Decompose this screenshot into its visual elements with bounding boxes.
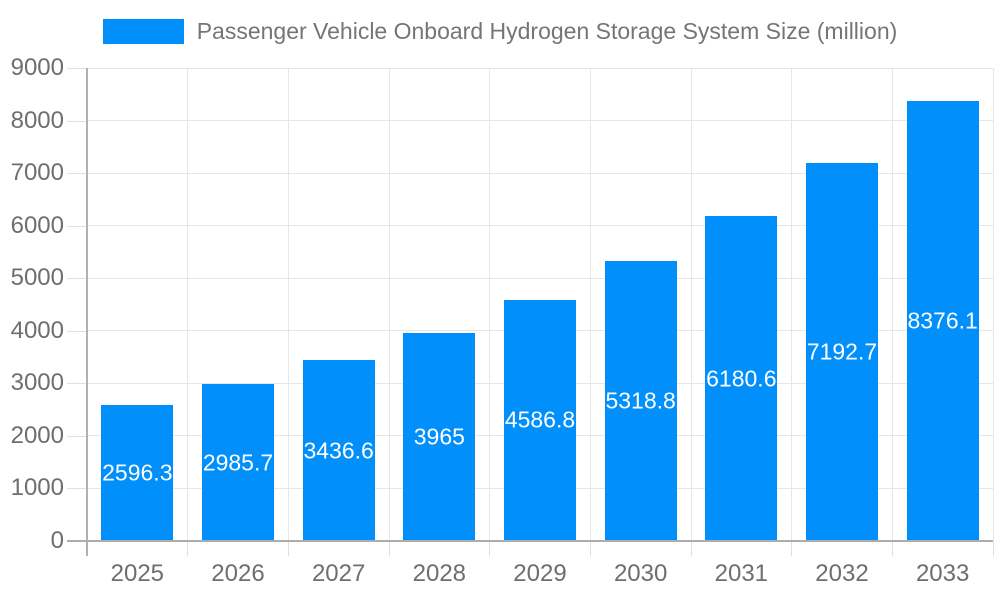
v-gridline — [287, 68, 289, 541]
x-axis-label: 2029 — [513, 560, 567, 587]
y-axis-label: 7000 — [10, 159, 64, 187]
h-gridline — [87, 225, 993, 227]
h-gridline — [87, 277, 993, 279]
y-axis-tick — [67, 435, 87, 437]
bar-2025[interactable]: 2596.3 — [101, 404, 174, 541]
bar-value-label: 3436.6 — [303, 437, 374, 464]
v-gridline — [489, 68, 491, 541]
bar-value-label: 4586.8 — [504, 406, 576, 433]
x-axis-label: 2026 — [211, 560, 265, 587]
x-axis-tick — [992, 542, 994, 556]
x-axis-label: 2031 — [714, 560, 769, 587]
chart-legend[interactable]: Passenger Vehicle Onboard Hydrogen Stora… — [0, 18, 1000, 45]
y-axis-label: 6000 — [10, 211, 64, 239]
y-axis-tick — [67, 278, 87, 280]
bar-2031[interactable]: 6180.6 — [705, 216, 778, 541]
y-axis-tick — [67, 330, 87, 332]
bar-2027[interactable]: 3436.6 — [302, 360, 375, 541]
bar-2028[interactable]: 3965 — [403, 332, 476, 541]
bar-2029[interactable]: 4586.8 — [504, 299, 576, 541]
v-gridline — [891, 68, 893, 541]
y-axis-label: 9000 — [10, 54, 64, 81]
h-gridline — [87, 172, 993, 174]
bar-value-label: 3965 — [413, 423, 465, 450]
v-gridline — [388, 68, 390, 541]
x-axis-tick — [891, 542, 893, 556]
x-axis-tick — [690, 542, 692, 556]
v-gridline — [791, 68, 793, 541]
bar-2030[interactable]: 5318.8 — [604, 261, 677, 541]
x-axis-label: 2027 — [311, 560, 366, 587]
x-axis-label: 2033 — [915, 560, 970, 587]
x-axis-label: 2032 — [815, 560, 869, 587]
x-axis-tick — [287, 542, 289, 556]
plot-area: 2596.3 2985.7 3436.6 3965 4586.8 5318.8 6180.6… — [87, 67, 994, 541]
bar-value-label: 5318.8 — [605, 387, 676, 414]
y-axis-tick — [67, 173, 87, 175]
bar-value-label: 7192.7 — [806, 338, 878, 365]
bar-2026[interactable]: 2985.7 — [202, 384, 274, 541]
legend-label: Passenger Vehicle Onboard Hydrogen Stora… — [196, 18, 898, 44]
y-axis-tick — [67, 120, 87, 122]
x-axis-tick — [791, 542, 793, 556]
y-axis-label: 3000 — [10, 369, 64, 397]
x-axis-tick — [388, 542, 390, 556]
y-axis-label: 2000 — [10, 421, 64, 449]
bar-value-label: 2985.7 — [202, 449, 274, 476]
v-gridline — [992, 68, 994, 541]
y-axis-tick — [67, 383, 87, 385]
y-axis-label: 5000 — [10, 264, 64, 292]
v-gridline — [589, 68, 591, 541]
y-axis-tick — [67, 225, 87, 227]
v-gridline — [187, 68, 189, 541]
y-axis-label: 8000 — [10, 106, 64, 134]
y-axis-label: 1000 — [10, 474, 64, 502]
bar-value-label: 6180.6 — [706, 365, 777, 392]
h-gridline — [87, 67, 993, 69]
y-axis-label: 4000 — [10, 316, 64, 344]
x-axis-tick — [589, 542, 591, 556]
x-axis-label: 2030 — [613, 560, 668, 587]
y-axis-label: 0 — [50, 527, 64, 554]
x-axis-tick — [187, 542, 189, 556]
bar-2032[interactable]: 7192.7 — [806, 162, 878, 541]
v-gridline — [690, 68, 692, 541]
x-axis-label: 2028 — [412, 560, 467, 587]
legend-swatch — [102, 19, 184, 44]
x-axis-line — [67, 540, 993, 542]
y-axis-line — [86, 68, 88, 556]
bar-value-label: 8376.1 — [907, 307, 978, 334]
bar-value-label: 2596.3 — [102, 459, 173, 486]
y-axis-tick — [67, 68, 87, 69]
bar-2033[interactable]: 8376.1 — [906, 100, 979, 541]
x-axis-tick — [489, 542, 491, 556]
x-axis-label: 2025 — [110, 560, 165, 587]
y-axis-tick — [67, 488, 87, 490]
h-gridline — [87, 120, 993, 122]
